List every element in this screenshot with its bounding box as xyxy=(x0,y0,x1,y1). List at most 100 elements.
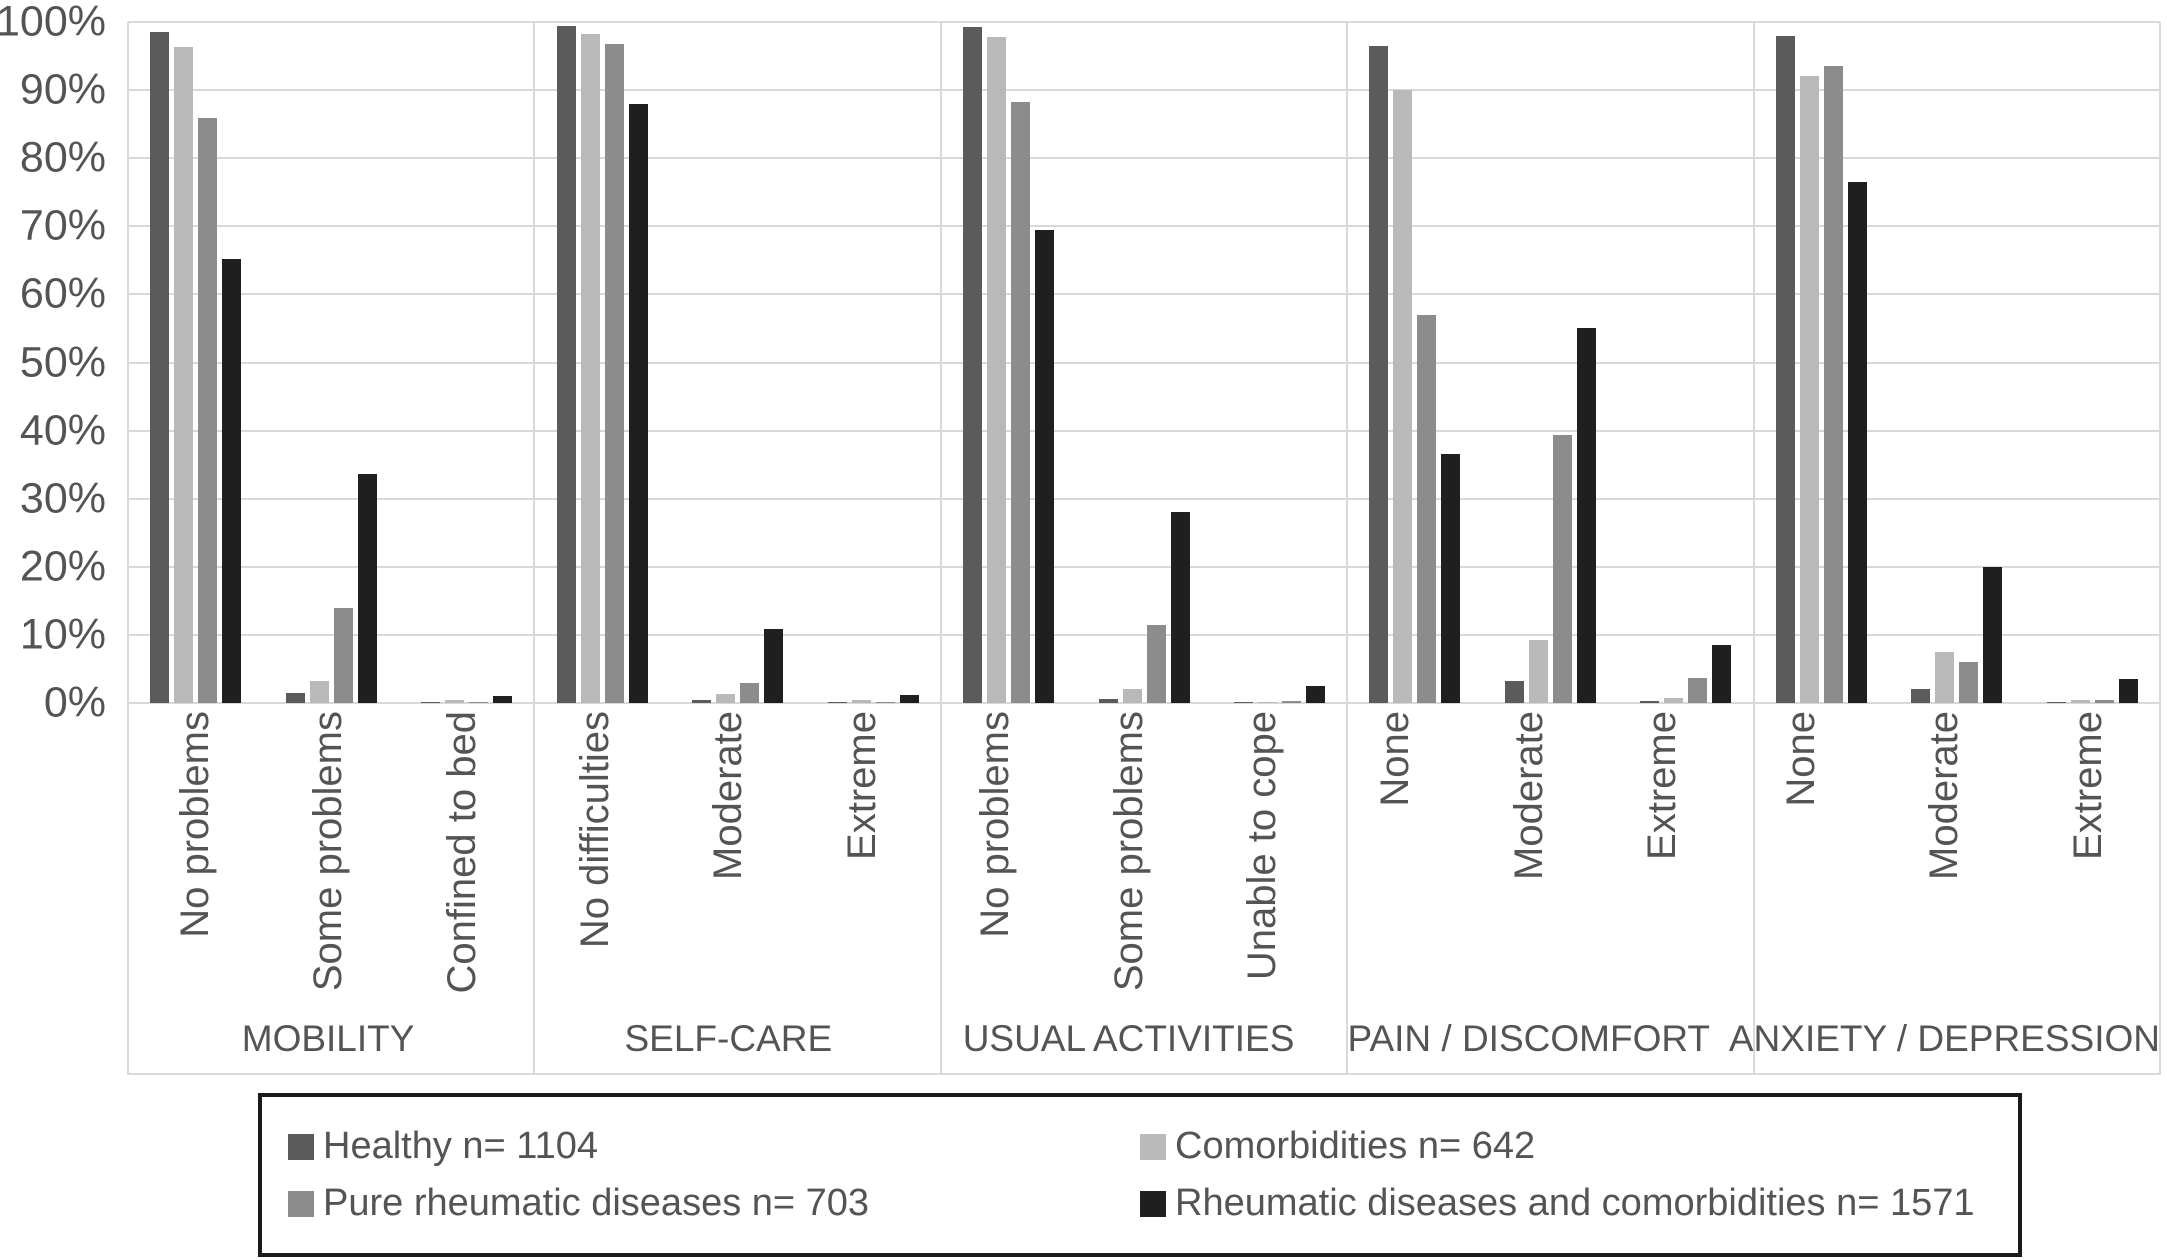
bar-series-1 xyxy=(1935,651,1955,703)
category-label: Moderate xyxy=(706,711,751,880)
bar-cluster xyxy=(1618,22,1753,703)
category-axis-band: No problems Some problems Confined to bed M… xyxy=(128,703,2160,1075)
bar-series-0 xyxy=(827,702,847,703)
bar-series-2 xyxy=(1959,662,1979,703)
bar-series-3 xyxy=(2118,679,2138,703)
bar-cluster xyxy=(1212,22,1347,703)
bar-series-3 xyxy=(1576,328,1596,703)
category-label-slot: Extreme xyxy=(795,703,928,1003)
label-panel-2: No problems Some problems Unable to cope US… xyxy=(928,703,1328,1075)
bar-series-2 xyxy=(1552,434,1572,703)
bar-series-3 xyxy=(1305,685,1325,703)
category-label: Extreme xyxy=(2066,711,2111,860)
bar-series-3 xyxy=(1441,454,1461,703)
category-label-slot: Extreme xyxy=(1595,703,1728,1003)
bar-series-2 xyxy=(1417,314,1437,703)
category-label: Some problems xyxy=(306,711,351,992)
legend-label: Rheumatic diseases and comorbidities n= … xyxy=(1175,1182,1975,1224)
y-tick-label: 30% xyxy=(19,474,106,523)
y-tick-label: 70% xyxy=(19,201,106,250)
dimension-label: USUAL ACTIVITIES xyxy=(962,1018,1295,1059)
category-label: None xyxy=(1778,711,1823,807)
y-tick-label: 80% xyxy=(19,133,106,182)
bar-series-2 xyxy=(1823,65,1843,703)
dimension-label: MOBILITY xyxy=(241,1018,415,1059)
bar-series-3 xyxy=(1712,645,1732,703)
bar-series-2 xyxy=(198,118,218,703)
category-label-slot: None xyxy=(1729,703,1873,1003)
bar-series-0 xyxy=(2046,702,2066,703)
gridline-80 xyxy=(128,157,2160,160)
gridline-0 xyxy=(128,702,2160,704)
category-label: No difficulties xyxy=(572,711,617,949)
bar-series-3 xyxy=(222,259,242,703)
bar-series-0 xyxy=(1369,45,1389,703)
bar-series-3 xyxy=(899,694,919,703)
bar-cluster xyxy=(941,22,1076,703)
label-panel-4: None Moderate Extreme ANXIETY / DEPRESSION xyxy=(1729,703,2160,1075)
bar-series-1 xyxy=(1257,701,1277,703)
plot-area xyxy=(128,21,2160,704)
bar-series-1 xyxy=(1122,689,1142,703)
bar-series-3 xyxy=(1170,512,1190,703)
category-label: Some problems xyxy=(1106,711,1151,992)
legend-item-2: Pure rheumatic diseases n= 703 xyxy=(288,1182,1140,1225)
gridline-30 xyxy=(128,497,2160,500)
bar-cluster xyxy=(1754,22,1889,703)
panel-divider xyxy=(1346,22,1349,1075)
axis-band-bottom-line xyxy=(128,1073,2160,1075)
category-label-row: No problems Some problems Unable to cope xyxy=(928,703,1328,1003)
dimension-label: ANXIETY / DEPRESSION xyxy=(1728,1018,2160,1059)
category-label-slot: Confined to bed xyxy=(395,703,528,1003)
category-label-row: None Moderate Extreme xyxy=(1729,703,2160,1003)
dimension-panel-0 xyxy=(128,22,534,703)
bar-cluster xyxy=(1483,22,1618,703)
category-label: Moderate xyxy=(1506,711,1551,880)
label-panel-3: None Moderate Extreme PAIN / DISCOMFORT xyxy=(1329,703,1729,1075)
bar-series-2 xyxy=(469,701,489,703)
legend-item-1: Comorbidities n= 642 xyxy=(1140,1125,1992,1168)
bar-series-0 xyxy=(1640,700,1660,703)
bar-series-3 xyxy=(1847,182,1867,703)
bar-series-0 xyxy=(285,693,305,703)
category-label-row: No difficulties Moderate Extreme xyxy=(528,703,928,1003)
category-label-slot: Moderate xyxy=(662,703,795,1003)
dimension-label: SELF-CARE xyxy=(624,1018,833,1059)
bar-series-1 xyxy=(851,700,871,703)
bar-cluster xyxy=(534,22,669,703)
bar-series-1 xyxy=(987,36,1007,703)
legend-swatch-icon xyxy=(1140,1133,1166,1160)
category-label-slot: Some problems xyxy=(261,703,394,1003)
bar-series-1 xyxy=(580,33,600,703)
category-label-row: None Moderate Extreme xyxy=(1329,703,1729,1003)
bar-series-3 xyxy=(1983,566,2003,703)
y-tick-label: 10% xyxy=(19,610,106,659)
panel-divider xyxy=(533,22,536,1075)
y-tick-label: 50% xyxy=(19,338,106,386)
gridline-90 xyxy=(128,89,2160,92)
bar-series-0 xyxy=(421,702,441,703)
bar-series-3 xyxy=(357,473,377,703)
bar-series-2 xyxy=(333,608,353,703)
bar-series-1 xyxy=(445,700,465,703)
legend-item-3: Rheumatic diseases and comorbidities n= … xyxy=(1140,1182,1992,1225)
bar-cluster xyxy=(1889,22,2024,703)
panel-divider xyxy=(2159,22,2161,1075)
bar-cluster xyxy=(263,22,398,703)
bar-series-3 xyxy=(764,628,784,703)
y-axis-labels: 0% 10% 20% 30% 40% 50% 60% 70% 80% 90% 100% xyxy=(0,0,106,724)
category-label: Extreme xyxy=(1640,711,1685,860)
y-tick-label: 90% xyxy=(19,65,106,114)
y-tick-label: 100% xyxy=(0,0,106,46)
y-tick-label: 20% xyxy=(19,542,106,591)
bar-series-1 xyxy=(1799,76,1819,703)
bar-series-2 xyxy=(1011,102,1031,703)
bar-series-0 xyxy=(1233,702,1253,703)
legend-swatch-icon xyxy=(288,1190,314,1217)
legend: Healthy n= 1104 Comorbidities n= 642 Pure … xyxy=(258,1093,2022,1257)
bar-series-2 xyxy=(2094,700,2114,703)
bar-series-3 xyxy=(1035,229,1055,703)
bar-series-0 xyxy=(150,32,170,703)
category-label-slot: Moderate xyxy=(1462,703,1595,1003)
bar-cluster xyxy=(399,22,534,703)
